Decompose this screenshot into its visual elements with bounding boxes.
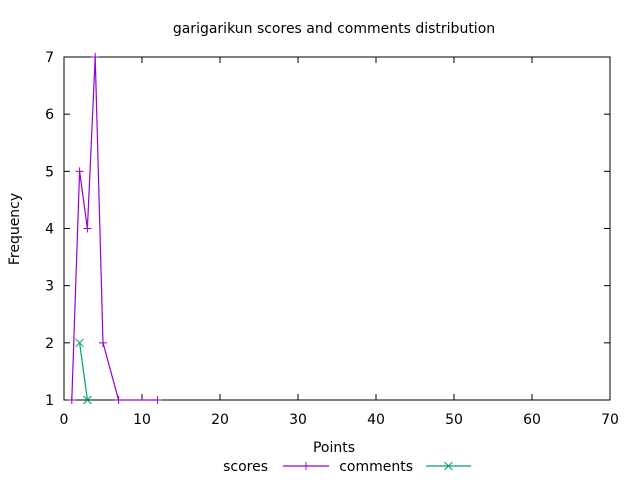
series-scores-point xyxy=(67,396,76,404)
y-tick-label: 2 xyxy=(45,336,54,352)
series-comments-line xyxy=(79,342,88,401)
legend-label-comments: comments xyxy=(339,459,413,475)
series-layer xyxy=(67,53,162,405)
y-tick-label: 3 xyxy=(45,279,54,295)
y-tick-label: 6 xyxy=(45,107,54,123)
series-scores-point xyxy=(114,396,123,404)
series-scores-point xyxy=(99,338,107,347)
chart-title: garigarikun scores and comments distribu… xyxy=(173,21,495,37)
series-scores-point xyxy=(83,224,92,233)
legend-marker-comments xyxy=(444,461,453,471)
x-tick-label: 50 xyxy=(445,412,463,428)
x-tick-label: 0 xyxy=(60,412,69,428)
plot-frame xyxy=(63,56,611,401)
plot-border xyxy=(63,56,611,401)
series-scores-point xyxy=(91,53,100,61)
x-tick-label: 30 xyxy=(289,412,307,428)
y-axis-label: Frequency xyxy=(7,193,23,265)
x-tick-label: 60 xyxy=(523,412,541,428)
y-tick-label: 1 xyxy=(45,393,54,409)
x-tick-label: 40 xyxy=(367,412,385,428)
series-comments-point xyxy=(83,395,92,405)
x-axis-label: Points xyxy=(313,440,355,456)
x-tick-label: 10 xyxy=(133,412,151,428)
y-tick-label: 7 xyxy=(45,50,54,66)
legend-label-scores: scores xyxy=(223,459,268,475)
series-scores-point xyxy=(75,167,84,176)
y-tick-label: 5 xyxy=(45,164,54,180)
series-comments-point xyxy=(75,338,84,348)
y-tick-label: 4 xyxy=(45,222,54,238)
legend: scores comments xyxy=(223,459,471,475)
legend-marker-scores xyxy=(302,462,310,470)
x-axis: 0 10 20 30 40 50 60 70 xyxy=(60,57,619,428)
x-tick-label: 70 xyxy=(601,412,619,428)
x-tick-label: 20 xyxy=(211,412,229,428)
series-scores-point xyxy=(153,396,162,404)
y-axis: 1 2 3 4 5 6 7 xyxy=(45,50,610,409)
